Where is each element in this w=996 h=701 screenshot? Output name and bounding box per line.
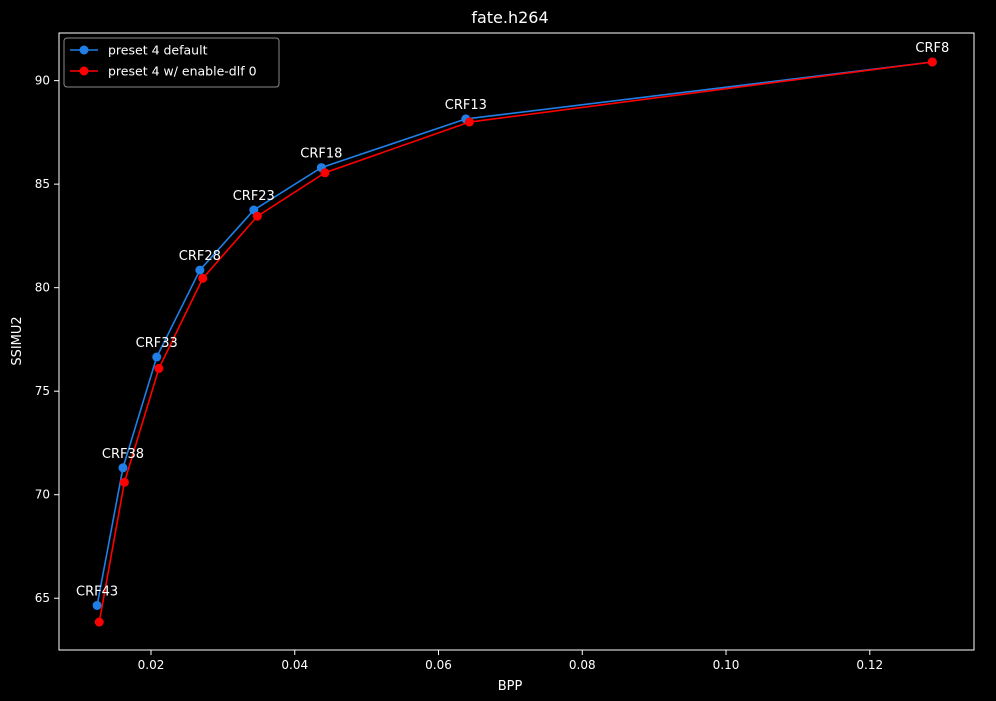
y-tick-label: 75 [35,384,50,398]
series-line [98,61,933,623]
data-point [198,273,208,283]
x-tick-label: 0.04 [281,658,308,672]
data-point [152,352,162,362]
y-tick-label: 90 [35,74,50,88]
y-axis-label: SSIMU2 [10,316,25,365]
x-tick-label: 0.10 [713,658,740,672]
legend-entry-label: preset 4 w/ enable-dlf 0 [108,64,257,79]
point-label: CRF43 [76,584,118,599]
series-line [96,61,933,606]
data-point [94,617,104,627]
point-label: CRF8 [915,41,949,56]
point-label: CRF13 [445,98,487,113]
y-tick-label: 65 [35,591,50,605]
legend: preset 4 default preset 4 w/ enable-dlf 0 [63,37,280,88]
x-tick-label: 0.02 [138,658,165,672]
legend-box [63,37,280,88]
data-point [252,211,262,221]
point-label: CRF18 [300,147,342,162]
data-point [464,117,474,127]
point-label: CRF23 [233,189,275,204]
point-label: CRF28 [179,249,221,264]
plot-frame [58,32,975,651]
data-point [154,363,164,373]
x-tick-label: 0.06 [425,658,452,672]
legend-swatch-marker [79,45,89,55]
point-label: CRF38 [102,447,144,462]
y-tick-label: 80 [35,281,50,295]
data-point [927,57,937,67]
data-point [118,463,128,473]
data-point [92,600,102,610]
x-tick-label: 0.08 [569,658,596,672]
data-point [320,168,330,178]
y-tick-label: 70 [35,488,50,502]
data-point [119,477,129,487]
legend-entry-label: preset 4 default [108,43,208,58]
x-tick-label: 0.12 [856,658,883,672]
point-label: CRF33 [136,336,178,351]
data-point [195,265,205,275]
legend-swatch-marker [79,66,89,76]
chart-title: fate.h264 [471,8,548,27]
series-2 [94,57,937,627]
x-axis-label: BPP [498,679,523,694]
y-tick-label: 85 [35,177,50,191]
